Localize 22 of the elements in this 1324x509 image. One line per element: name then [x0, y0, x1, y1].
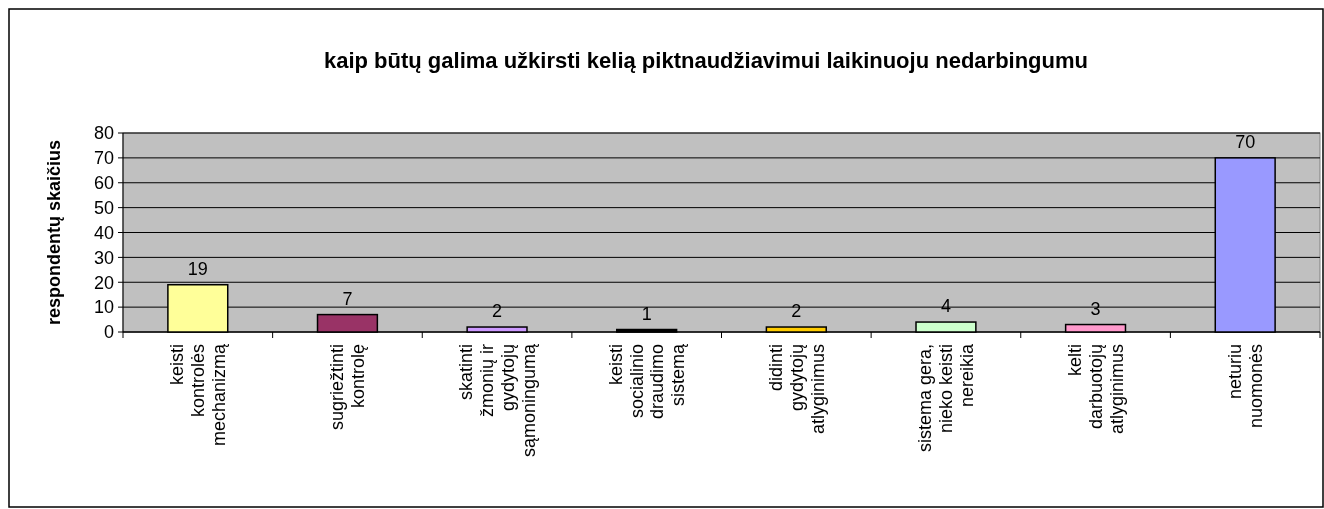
- data-label: 7: [342, 288, 353, 309]
- x-tick-label: keisti socialinio draudimo sistemą: [605, 343, 689, 420]
- data-label: 1: [641, 303, 652, 324]
- data-label: 19: [187, 258, 208, 279]
- data-label: 70: [1235, 131, 1256, 152]
- y-tick-label: 30: [93, 247, 114, 268]
- x-tick-label: keisti kontrolės mechanizmą: [167, 343, 230, 447]
- y-tick-label: 60: [93, 173, 114, 194]
- x-tick-label: didinti gydytojų atlyginimus: [765, 344, 828, 435]
- x-tick-label: sugriežtinti kontrolę: [327, 344, 369, 431]
- y-tick-label: 10: [93, 297, 114, 318]
- x-tick-label: neturiu nuomonės: [1224, 344, 1266, 429]
- y-tick-label: 80: [93, 123, 114, 144]
- y-tick-label: 0: [103, 322, 114, 343]
- y-tick-label: 50: [93, 197, 114, 218]
- y-tick-label: 70: [93, 148, 114, 169]
- y-axis-title: respondentų skaičius: [44, 139, 64, 326]
- x-tick-label: sistema gera, nieko keisti nereikia: [915, 343, 978, 453]
- chart-title: kaip būtų galima užkirsti kelią piktnaudžiavimui laikinuoju nedarbingumu: [323, 48, 1089, 73]
- y-tick-label: 40: [93, 222, 114, 243]
- y-tick-label: 20: [93, 272, 114, 293]
- x-tick-label: kelti darbuotojų atlyginimus: [1064, 344, 1127, 435]
